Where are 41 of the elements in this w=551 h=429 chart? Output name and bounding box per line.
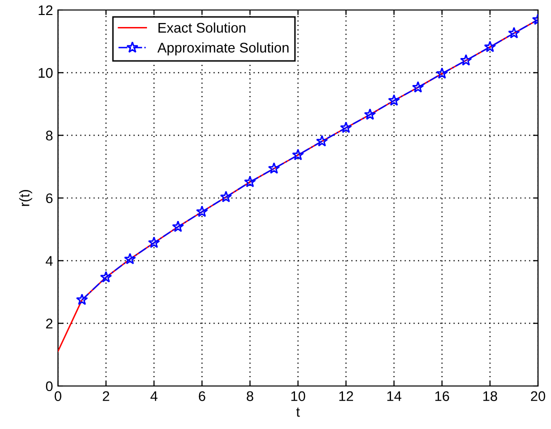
- x-tick-label: 4: [150, 391, 158, 401]
- x-tick-label: 16: [435, 391, 450, 402]
- point: [196, 206, 208, 217]
- point: [268, 162, 280, 174]
- point: [244, 176, 256, 188]
- x-tick-label: 8: [246, 391, 254, 402]
- y-tick-label: 6: [46, 193, 53, 204]
- y-tick-label: 8: [46, 130, 53, 141]
- point: [436, 67, 448, 79]
- x-tick-label: 12: [339, 391, 354, 401]
- point: [484, 40, 496, 52]
- x-tick-label: 2: [102, 391, 110, 401]
- x-tick-label: 10: [291, 391, 306, 402]
- point: [364, 108, 376, 120]
- y-tick-label: 2: [46, 318, 52, 328]
- x-tick-label: 20: [530, 391, 546, 402]
- y-tick-label: 0: [46, 381, 53, 392]
- point: [460, 54, 472, 66]
- y-tick-label: 10: [38, 68, 53, 78]
- point: [172, 220, 184, 232]
- x-tick-label: 0: [54, 391, 62, 402]
- x-tick-label: 14: [387, 391, 402, 401]
- legend-label: Exact Solution: [158, 22, 246, 33]
- point: [508, 26, 520, 38]
- point: [340, 122, 352, 134]
- y-axis-title: r(t): [19, 190, 32, 206]
- point: [148, 236, 160, 248]
- point: [220, 190, 232, 202]
- point: [316, 135, 328, 146]
- legend-label: Approximate Solution: [157, 42, 289, 56]
- x-tick-label: 18: [483, 391, 498, 402]
- point: [76, 294, 88, 306]
- y-tick-label: 4: [46, 256, 53, 266]
- x-tick-label: 6: [198, 391, 206, 402]
- point: [124, 252, 136, 264]
- point: [388, 94, 400, 106]
- point: [100, 271, 112, 282]
- y-tick-label: 12: [38, 5, 52, 16]
- x-axis-title: t: [296, 408, 300, 417]
- point: [412, 81, 424, 93]
- point: [292, 148, 304, 160]
